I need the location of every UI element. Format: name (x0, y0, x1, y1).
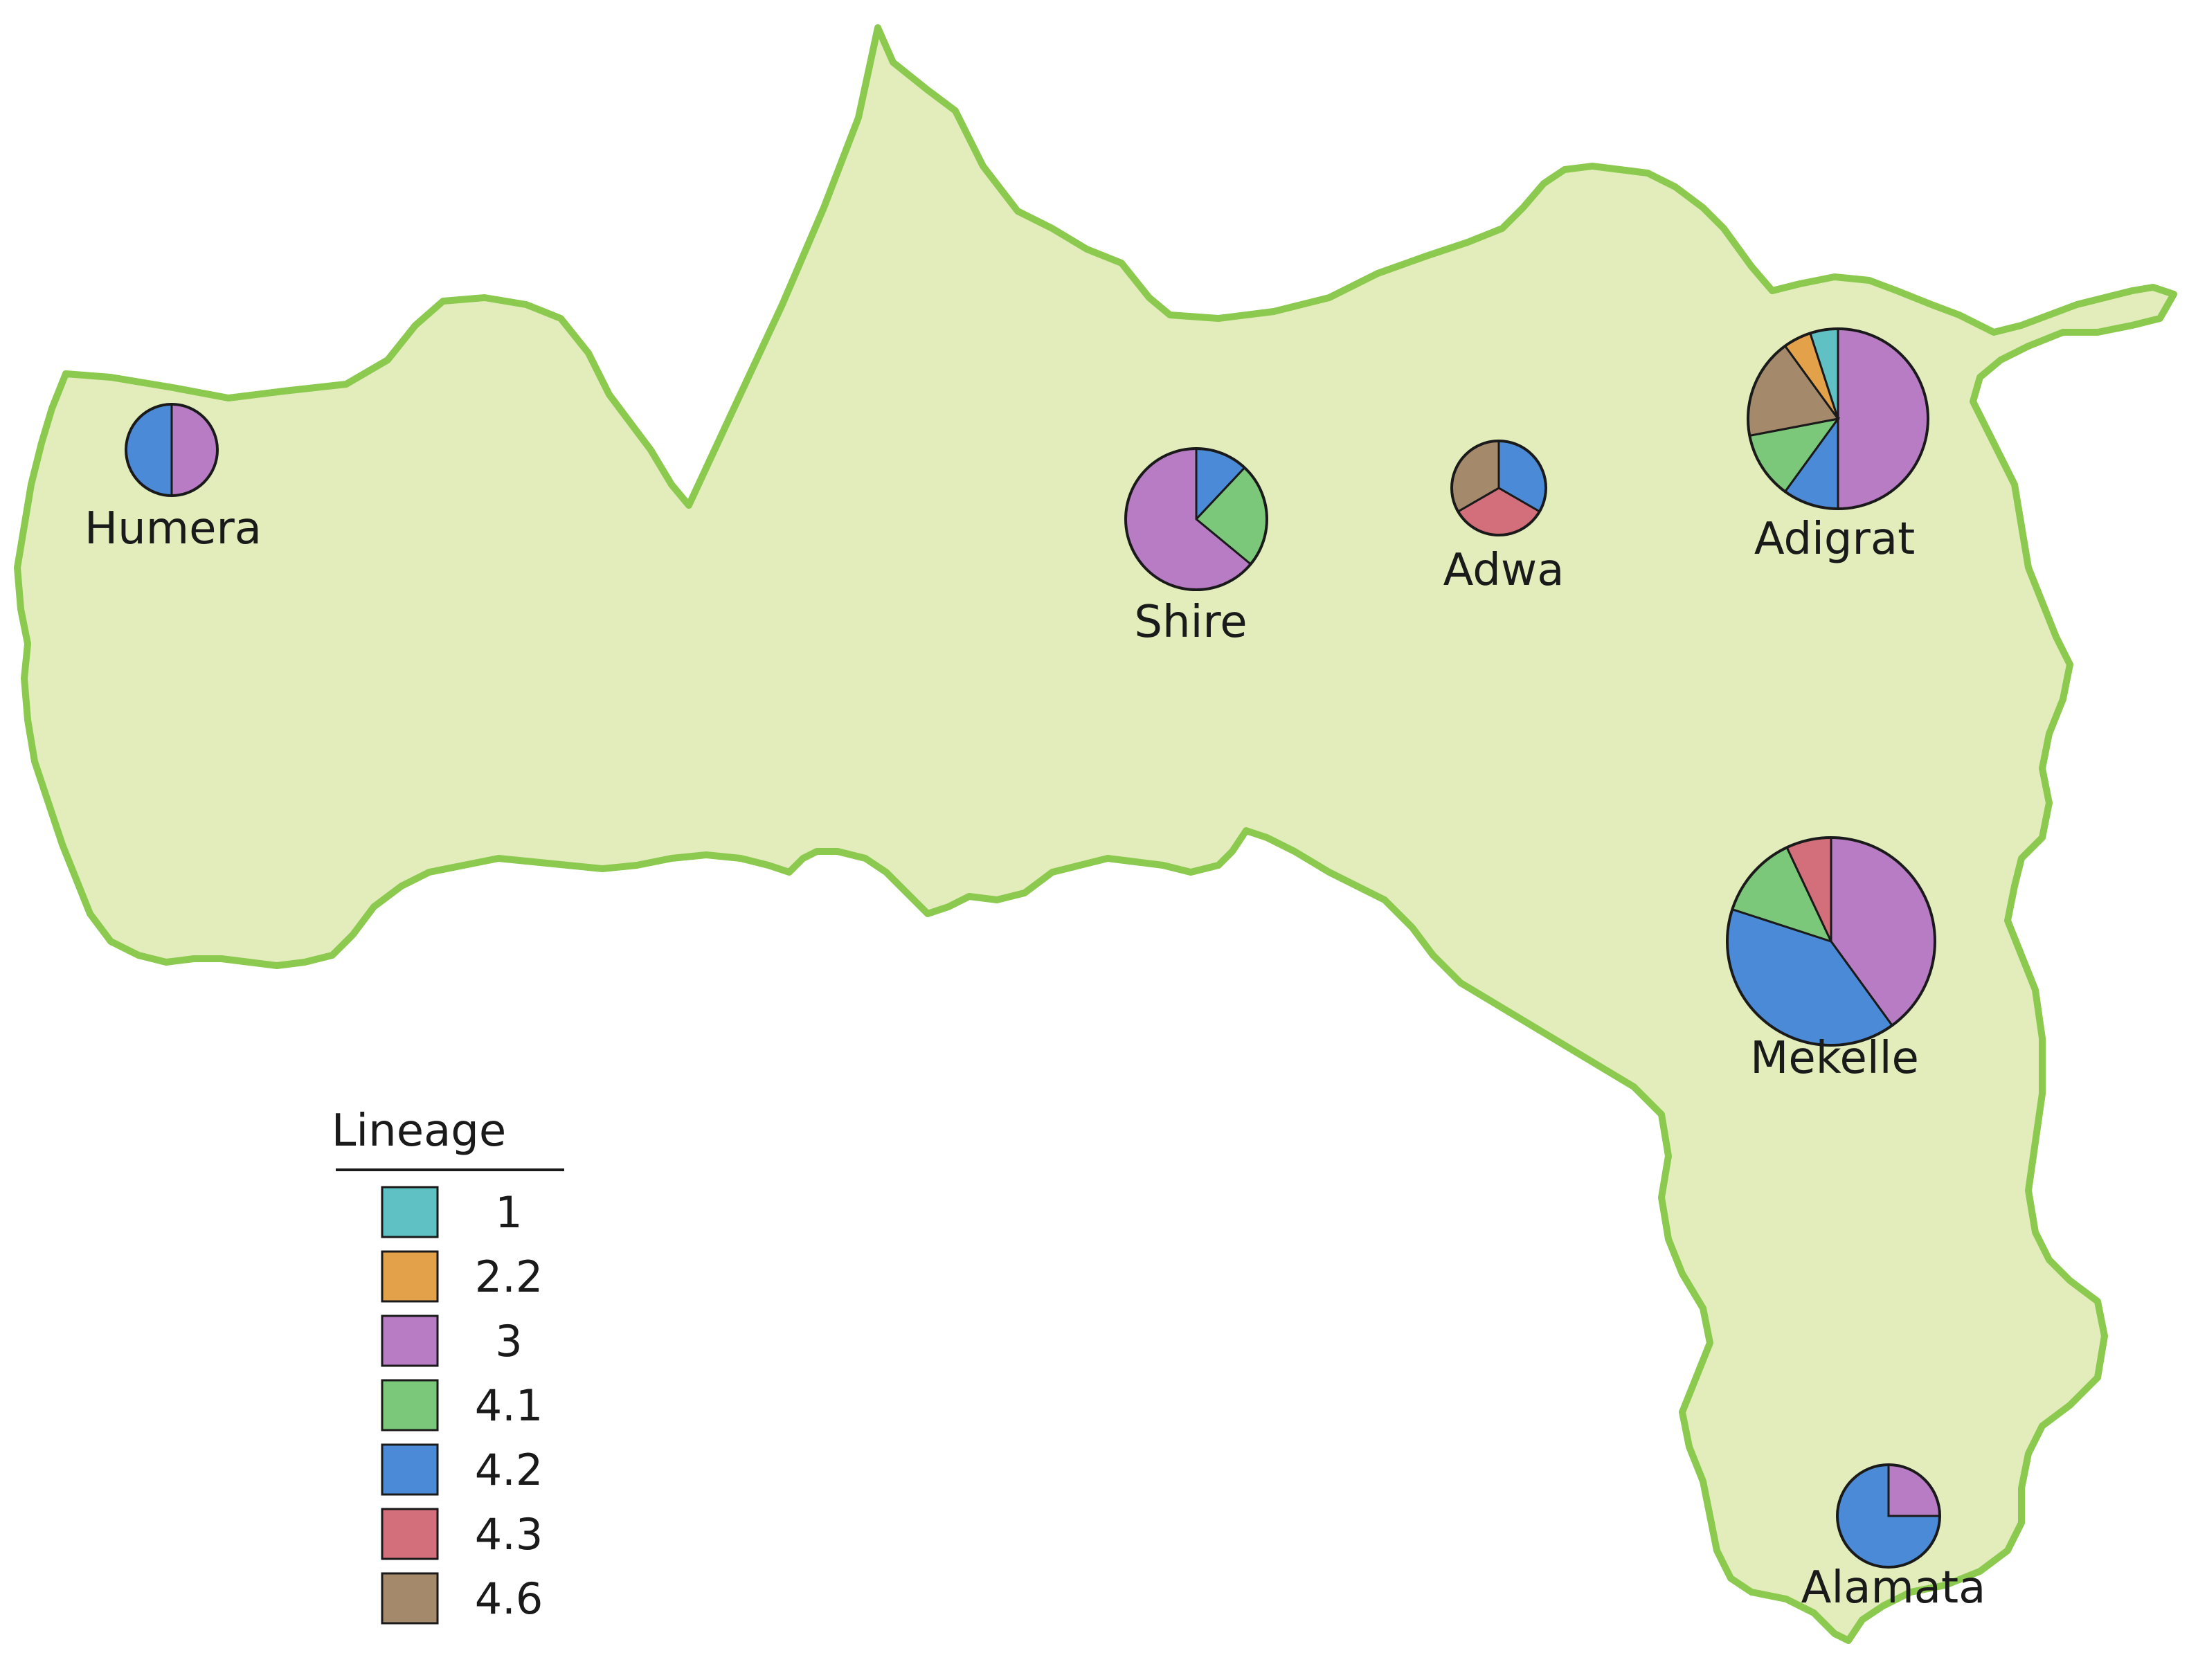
legend-label-4-2: 4.2 (475, 1445, 543, 1495)
site-label-adwa: Adwa (1443, 545, 1565, 596)
pie-adwa (1450, 440, 1547, 536)
pie-outline-shire (1124, 447, 1268, 591)
legend-label-2-2: 2.2 (475, 1252, 543, 1302)
pie-outline-mekelle (1726, 836, 1936, 1047)
site-label-shire: Shire (1134, 597, 1247, 648)
legend-label-4-1: 4.1 (475, 1380, 543, 1431)
pie-outline-humera (125, 403, 219, 497)
legend-items: 1 2.2 3 4.1 4.2 4.3 4.6 (381, 1186, 543, 1625)
legend-title: Lineage (332, 1105, 507, 1157)
pie-mekelle (1726, 836, 1936, 1047)
legend-swatch-1 (381, 1186, 439, 1238)
pie-adigrat (1747, 327, 1929, 510)
legend-swatch-3 (381, 1315, 439, 1367)
legend-swatch-4-3 (381, 1508, 439, 1560)
legend-swatch-4-6 (381, 1572, 439, 1625)
legend-label-1: 1 (495, 1187, 522, 1238)
legend-label-4-6: 4.6 (475, 1573, 543, 1624)
pie-outline-adwa (1450, 440, 1547, 536)
site-label-adigrat: Adigrat (1754, 514, 1915, 565)
pie-humera (125, 403, 219, 497)
legend-label-4-3: 4.3 (475, 1509, 543, 1560)
site-pies (125, 327, 1941, 1569)
region-outline (14, 24, 2177, 1644)
pie-alamata (1836, 1463, 1941, 1569)
site-label-mekelle: Mekelle (1750, 1033, 1919, 1084)
site-label-alamata: Alamata (1801, 1562, 1986, 1614)
legend: Lineage 1 2.2 3 4.1 4.2 4.3 4.6 (332, 1105, 564, 1625)
pie-outline-alamata (1836, 1463, 1941, 1569)
site-label-humera: Humera (84, 503, 262, 554)
legend-swatch-2-2 (381, 1250, 439, 1303)
legend-label-3: 3 (495, 1316, 522, 1366)
pie-shire (1124, 447, 1268, 591)
pie-outline-adigrat (1747, 327, 1929, 510)
legend-swatch-4-2 (381, 1443, 439, 1496)
legend-swatch-4-1 (381, 1379, 439, 1431)
